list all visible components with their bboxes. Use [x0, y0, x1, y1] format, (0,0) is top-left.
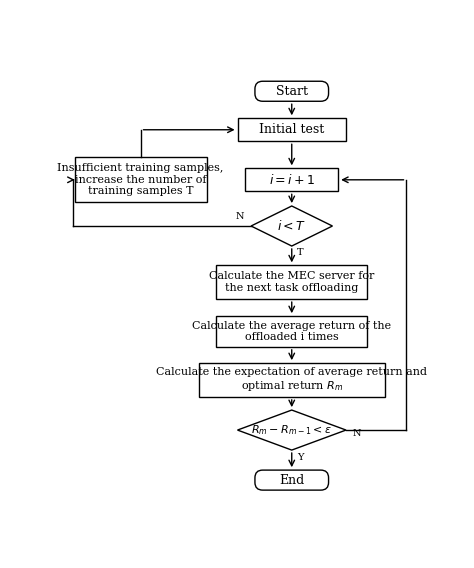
FancyBboxPatch shape	[216, 316, 367, 347]
Text: $i < T$: $i < T$	[277, 219, 306, 233]
FancyBboxPatch shape	[255, 81, 328, 101]
Text: $R_m - R_{m-1} < \varepsilon$: $R_m - R_{m-1} < \varepsilon$	[251, 423, 332, 437]
FancyBboxPatch shape	[216, 265, 367, 299]
Text: Y: Y	[297, 453, 304, 462]
FancyBboxPatch shape	[75, 157, 207, 202]
Text: $i = i+1$: $i = i+1$	[269, 173, 315, 187]
Text: Insufficient training samples,
increase the number of
training samples T: Insufficient training samples, increase …	[57, 163, 224, 197]
Text: T: T	[297, 248, 304, 257]
FancyBboxPatch shape	[255, 470, 328, 490]
Text: Calculate the expectation of average return and
optimal return $R_m$: Calculate the expectation of average ret…	[156, 367, 427, 393]
Text: Calculate the MEC server for
the next task offloading: Calculate the MEC server for the next ta…	[209, 272, 374, 293]
Text: Initial test: Initial test	[259, 123, 324, 136]
Text: N: N	[352, 429, 361, 437]
Text: Start: Start	[276, 85, 308, 98]
Text: Calculate the average return of the
offloaded i times: Calculate the average return of the offl…	[192, 321, 392, 343]
Polygon shape	[251, 206, 332, 246]
FancyBboxPatch shape	[245, 168, 338, 191]
Text: N: N	[235, 212, 244, 220]
FancyBboxPatch shape	[237, 118, 346, 141]
Polygon shape	[237, 410, 346, 450]
Text: End: End	[279, 474, 304, 487]
FancyBboxPatch shape	[199, 363, 385, 397]
